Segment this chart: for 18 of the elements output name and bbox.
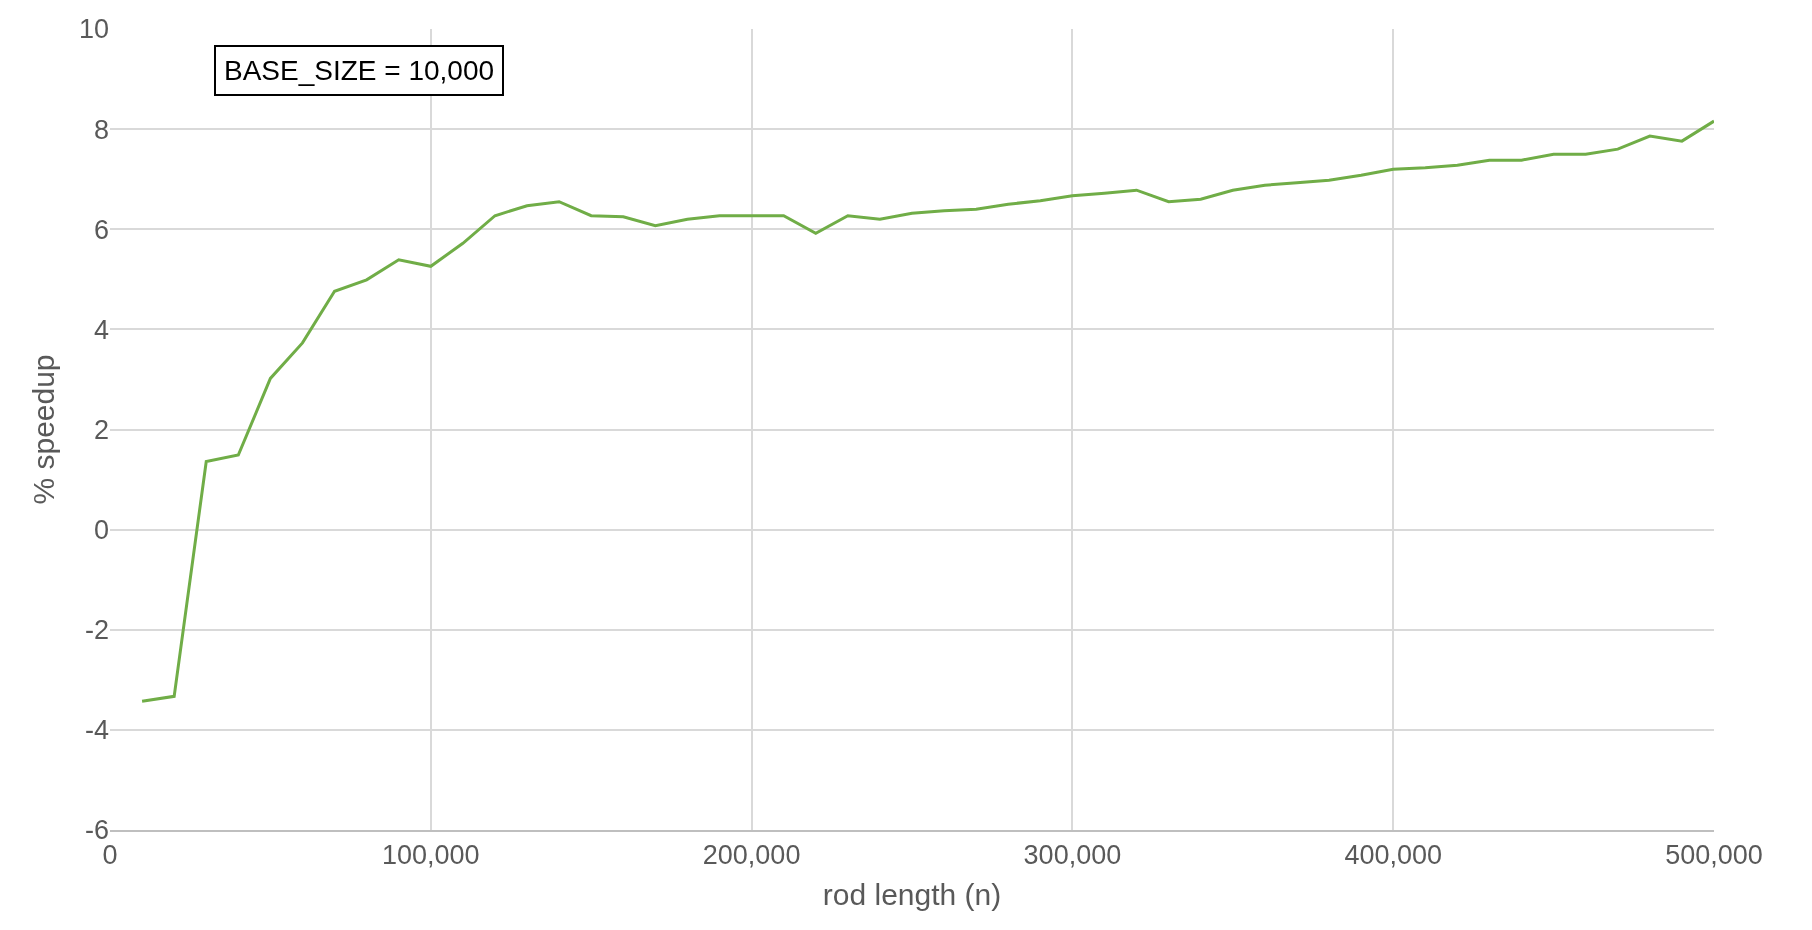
y-tick-label: -4 [84,715,109,746]
x-tick-label: 200,000 [702,840,801,871]
annotation: BASE_SIZE = 10,000 [224,55,495,86]
line-series [140,119,1714,703]
y-axis-title: % speedup [26,354,60,505]
y-tick-label: -6 [84,815,109,846]
x-tick-label: 500,000 [1665,840,1763,871]
x-tick-label: 100,000 [382,840,480,871]
y-tick-label: 2 [93,414,109,445]
x-tick-label: 300,000 [1023,840,1122,871]
x-tick-label: 400,000 [1344,840,1442,871]
y-tick-label: 0 [93,515,109,546]
y-tick-label: -2 [84,615,109,646]
y-tick-label: 4 [93,314,109,345]
x-axis-title: rod length (n) [822,878,1002,912]
y-tick-label: 6 [93,214,109,245]
y-tick-label: 10 [78,14,109,45]
y-tick-label: 8 [93,114,109,145]
